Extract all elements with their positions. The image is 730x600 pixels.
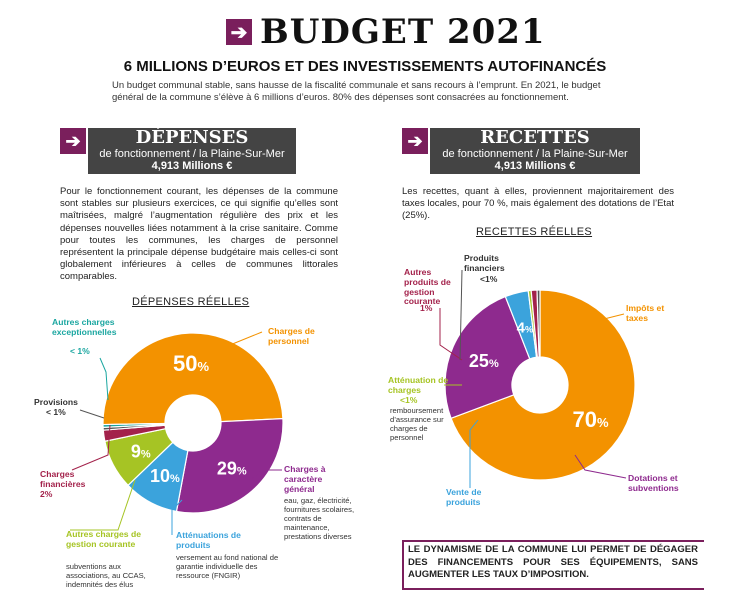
slice-label-produits-financiers: Produits financiers [464, 253, 505, 273]
recettes-slice-0 [450, 289, 636, 481]
slice-label-autres-produits: Autres produits de gestion courante [404, 267, 451, 307]
depenses-subtitle: de fonctionnement / la Plaine-Sur-Mer [99, 148, 285, 160]
leader-provisions [79, 409, 105, 419]
depenses-slice-0 [102, 332, 284, 426]
leader-attenuations [171, 499, 183, 535]
recettes-value-label-2: 4% [517, 319, 533, 336]
depenses-text: Pour le fonctionnement courant, les dépe… [60, 186, 338, 283]
slice-value-produits-financiers: <1% [480, 274, 498, 284]
slice-label-vente: Vente de produits [446, 487, 482, 507]
depenses-header: DÉPENSES de fonctionnement / la Plaine-S… [88, 128, 296, 174]
recettes-slice-5 [536, 289, 541, 358]
slice-label-attenuation-charges: Atténuation de charges [388, 375, 449, 395]
recettes-chart-title: RECETTES RÉELLES [476, 226, 593, 238]
slice-label-provisions: Provisions [34, 397, 78, 407]
leader-autres-charges [70, 479, 136, 531]
slice-value-exceptionnelles: < 1% [70, 346, 90, 356]
depenses-pie: 50%29%10%9% [102, 332, 284, 514]
leader-dotations [574, 454, 627, 479]
slice-label-impots: Impôts et taxes [626, 303, 665, 323]
depenses-title: DÉPENSES [135, 127, 249, 148]
leader-lines [70, 269, 627, 535]
intro-text: Un budget communal stable, sans hausse d… [112, 80, 601, 103]
leader-charges-generales [249, 469, 282, 481]
conclusion-text: LE DYNAMISME DE LA COMMUNE LUI PERMET DE… [408, 544, 698, 580]
leader-charges-financieres [71, 424, 111, 471]
arrow-right-icon: ➔ [226, 19, 252, 45]
recettes-slice-1 [444, 295, 531, 420]
slice-label-attenuations: Atténuations de produits [176, 530, 241, 550]
recettes-header: RECETTES de fonctionnement / la Plaine-S… [430, 128, 640, 174]
slice-value-charges-financieres: 2% [40, 489, 53, 499]
slice-label-charges-financieres: Charges financières [40, 469, 86, 489]
leader-produits-financiers [459, 269, 463, 361]
slice-value-autres-produits: 1% [420, 303, 433, 313]
slice-detail-charges-generales: eau, gaz, électricité, fournitures scola… [284, 496, 355, 541]
slice-detail-attenuations: versement au fond national de garantie i… [176, 553, 279, 580]
slice-label-charges-personnel: Charges de personnel [268, 326, 315, 346]
depenses-amount: 4,913 Millions € [151, 160, 233, 172]
recettes-title: RECETTES [480, 127, 590, 148]
recettes-text: Les recettes, quant à elles, proviennent… [402, 186, 674, 222]
leader-vente [469, 419, 479, 488]
depenses-slice-1 [175, 418, 284, 514]
conclusion-bracket [402, 540, 704, 590]
leader-exceptionnelles [99, 357, 109, 401]
depenses-chart-title: DÉPENSES RÉELLES [132, 296, 250, 308]
slice-detail-autres-charges-gestion: subventions aux associations, au CCAS, i… [66, 562, 146, 589]
page-subtitle: 6 MILLIONS D’EUROS ET DES INVESTISSEMENT… [123, 58, 607, 75]
slice-value-provisions: < 1% [46, 407, 66, 417]
slice-detail-attenuation-charges: remboursement d’assurance sur charges de… [390, 406, 444, 442]
recettes-pie: 70%25%4% [444, 289, 636, 481]
recettes-subtitle: de fonctionnement / la Plaine-Sur-Mer [442, 148, 628, 160]
arrow-right-icon: ➔ [402, 128, 428, 154]
title-block: ➔ BUDGET 2021 [226, 12, 546, 52]
recettes-value-label-0: 70% [573, 407, 609, 432]
page-title: BUDGET 2021 [260, 12, 546, 52]
recettes-amount: 4,913 Millions € [494, 160, 576, 172]
depenses-slice-6 [102, 422, 166, 428]
slice-label-dotations: Dotations et subventions [628, 473, 679, 493]
slice-label-autres-charges-gestion: Autres charges de gestion courante [66, 529, 141, 549]
leader-charges-personnel [229, 331, 263, 346]
slice-label-exceptionnelles: Autres charges exceptionnelles [52, 317, 117, 337]
leader-impots [599, 313, 625, 321]
arrow-right-icon: ➔ [60, 128, 86, 154]
slice-value-attenuation-charges: <1% [400, 395, 418, 405]
leader-autres-produits [439, 308, 463, 361]
slice-label-charges-generales: Charges à caractère général [284, 464, 326, 494]
